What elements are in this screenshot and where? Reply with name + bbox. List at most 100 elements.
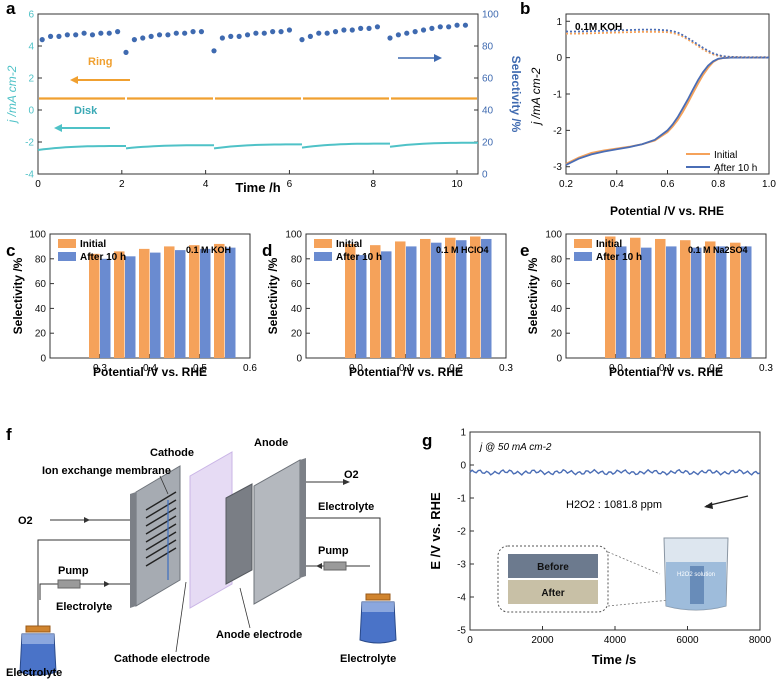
y-tick-label: 80 (35, 254, 47, 265)
y-tick-label: -1 (553, 90, 562, 101)
anode-plate-edge (300, 458, 306, 578)
panel-g-inset: Before After H2O2 solution (497, 537, 729, 613)
selectivity-point (299, 37, 305, 43)
y-tick-label: 100 (29, 230, 46, 241)
ion-exchange-membrane (189, 451, 233, 609)
panel-g-ylabel: E /V vs. RHE (428, 492, 443, 570)
bar-initial (605, 236, 616, 358)
selectivity-point (404, 30, 410, 36)
panel-c: c 0.3 0.4 0.5 0.6 0 20 40 60 80 100 Potential /V … (6, 230, 257, 380)
electrolyte-arrow-right (316, 563, 322, 569)
selectivity-point (106, 30, 112, 36)
bar-initial (114, 251, 125, 358)
cathode-plate-edge (130, 492, 136, 608)
y2-tick-label: 0 (482, 170, 488, 181)
inset-before-label: Before (537, 562, 569, 573)
panel-e: e 0.0 0.1 0.2 0.3 0 20 40 60 80 100 Potential /V … (520, 230, 773, 380)
selectivity-point (47, 33, 54, 40)
series-line-3 (566, 28, 769, 59)
panel-c-bars (89, 243, 236, 358)
selectivity-point (261, 30, 267, 36)
y-tick-label: 40 (551, 304, 563, 315)
panel-label-c: c (6, 241, 15, 260)
o2-outlet-arrow (343, 479, 350, 485)
x-tick-label: 0.2 (449, 363, 463, 374)
disk-current-segment (125, 144, 214, 150)
y-tick-label: 0 (28, 106, 34, 117)
y-tick-label: 2 (28, 74, 34, 85)
inset-after-swatch (508, 580, 598, 604)
electrolyte-arrow-left (104, 581, 110, 587)
inset-after-label: After (541, 588, 564, 599)
y-tick-label: -4 (457, 593, 466, 604)
selectivity-point (395, 32, 401, 38)
selectivity-point (316, 30, 322, 36)
selectivity-point (219, 35, 225, 41)
inset-before-swatch (508, 554, 598, 578)
panel-label-d: d (262, 241, 272, 260)
legend-swatch-initial (574, 239, 592, 248)
panel-g-h2o2-arrow (705, 495, 749, 507)
panel-label-e: e (520, 241, 529, 260)
selectivity-point (98, 30, 104, 36)
legend-swatch-initial (58, 239, 76, 248)
bar-after (641, 247, 652, 358)
panel-e-ylabel: Selectivity /% (526, 257, 540, 334)
x-tick-label: 0.1 (399, 363, 413, 374)
legend-label-initial: Initial (714, 150, 737, 161)
panel-b-legend: Initial After 10 h (686, 150, 757, 174)
panel-label-a: a (6, 0, 16, 18)
x-tick-label: 0.3 (93, 363, 107, 374)
panel-g-xlabel: Time /s (592, 652, 637, 667)
y-tick-label: 60 (551, 279, 563, 290)
panel-e-title: 0.1 M Na2SO4 (688, 245, 748, 255)
x-tick-label: 0.6 (661, 179, 675, 190)
panel-e-axes: 0.0 0.1 0.2 0.3 0 20 40 60 80 100 (545, 230, 773, 375)
selectivity-point (156, 32, 163, 38)
y-tick-label: 40 (35, 304, 47, 315)
x-tick-label: 0.6 (243, 363, 257, 374)
selectivity-point (198, 29, 205, 35)
label-o2-right: O2 (344, 469, 359, 481)
panel-g: g 0 2000 4000 6000 8000-5-4-3-2-101 Time /s … (422, 428, 772, 668)
inset-pointer-bottom (607, 599, 671, 607)
series-line-2 (566, 30, 769, 59)
panel-g-marks (469, 468, 761, 476)
series-line-0 (565, 56, 769, 165)
disk-current-segment (389, 141, 478, 148)
selectivity-point (39, 37, 45, 43)
electrolyte-line-right-top (306, 517, 381, 598)
selectivity-point (81, 30, 87, 36)
y-tick-label: 0 (40, 354, 46, 365)
x-tick-label: 0.1 (659, 363, 673, 374)
beaker-solution-label: H2O2 solution (677, 572, 715, 578)
panel-a-marks (37, 22, 478, 151)
x-tick-label: 0.2 (559, 179, 573, 190)
y-tick-label: 0 (296, 354, 302, 365)
pointer-anode-electrode (239, 587, 251, 629)
bar-initial (189, 245, 200, 358)
label-electrolyte-left-mid: Electrolyte (56, 601, 112, 613)
legend-label-after: After 10 h (336, 252, 382, 263)
selectivity-point (236, 33, 242, 40)
selectivity-point (211, 48, 217, 54)
y-tick-label: 0 (556, 53, 562, 64)
bar-after (381, 251, 392, 358)
pump-left (57, 579, 81, 589)
selectivity-point (307, 33, 313, 40)
y-tick-label: 100 (285, 230, 302, 241)
x-tick-label: 0.4 (610, 179, 624, 190)
x-tick-label: 2000 (531, 635, 554, 646)
bar-initial (630, 237, 641, 358)
label-cathode: Cathode (150, 447, 194, 459)
panel-a-ylabel2: Selectivity /% (509, 56, 523, 133)
legend-label-initial: Initial (80, 239, 106, 250)
selectivity-point (286, 27, 293, 33)
y-tick-label: 1 (460, 428, 466, 439)
panel-b-title: 0.1M KOH (575, 22, 622, 33)
panel-label-b: b (520, 0, 530, 18)
selectivity-point (437, 24, 443, 30)
y-tick-label: -5 (457, 626, 466, 637)
panel-a-ring-label: Ring (88, 56, 112, 68)
